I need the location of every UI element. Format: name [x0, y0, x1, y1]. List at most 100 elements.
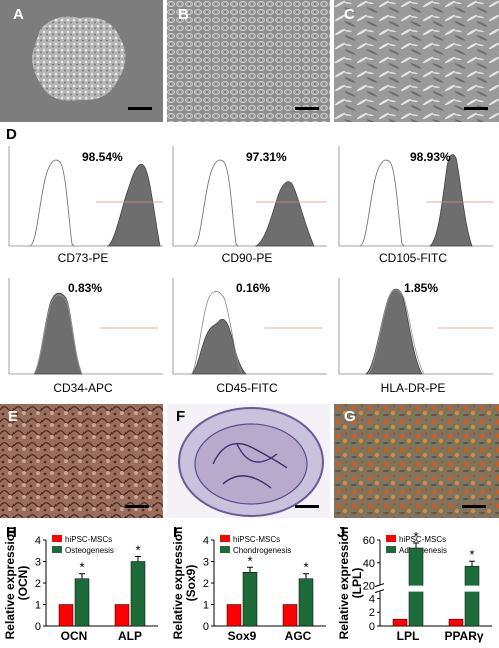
- y-tick-label: 4: [35, 535, 41, 547]
- y-tick-label: 4: [369, 593, 375, 605]
- panel-label-j: J: [337, 524, 346, 541]
- flow-histogram-hla-dr: [338, 276, 493, 376]
- flow-histogram-cd34: [8, 276, 163, 376]
- y-axis-label: Relative expression: [3, 527, 17, 640]
- panel-label-i: I: [173, 524, 178, 541]
- marker-label-cd90: CD90-PE: [221, 251, 273, 265]
- x-tick-label: OCN: [61, 629, 88, 643]
- significance-mark: *: [79, 560, 84, 575]
- scale-bar: [295, 107, 319, 110]
- panel-label-d: D: [6, 126, 17, 143]
- significance-mark: *: [303, 560, 308, 575]
- y-tick-label: 0: [369, 621, 375, 633]
- y-tick-label: 2: [35, 578, 41, 590]
- bar-chart-j: Relative expression (LPL) 0 2 420 40 60 hiPSC-M…: [337, 527, 492, 643]
- flow-histogram-cd45: [172, 276, 327, 376]
- y-tick-label: 20: [363, 581, 375, 593]
- legend-swatch: [52, 546, 62, 553]
- spindle-cells-image: [334, 0, 499, 122]
- bar-break: [464, 585, 480, 592]
- legend-label: Chondrogenesis: [233, 546, 291, 555]
- y-tick-label: 0: [35, 621, 41, 633]
- bar-chart-h: Relative expression (OCN) 0 1 2 3 4 hiPSC-MSCs O…: [3, 527, 158, 643]
- y-tick-label: 60: [363, 535, 375, 547]
- y-axis-label: (LPL): [350, 568, 364, 599]
- micrograph-b: [167, 0, 330, 122]
- y-tick-label: 2: [369, 607, 375, 619]
- bar-hipsc-mscs-agc: [282, 604, 298, 627]
- marker-label-cd73: CD73-PE: [57, 251, 109, 265]
- scale-bar: [464, 107, 488, 110]
- y-tick-label: 1: [35, 600, 41, 612]
- legend-swatch: [220, 546, 230, 553]
- micrograph-e: [0, 404, 163, 518]
- percent-cd45: 0.16%: [236, 281, 271, 295]
- micrograph-c: [334, 0, 499, 122]
- percent-hla-dr: 1.85%: [404, 281, 439, 295]
- percent-cd34: 0.83%: [68, 281, 103, 295]
- marker-label-cd105: CD105-FITC: [378, 251, 447, 265]
- colony-image: [0, 0, 163, 122]
- cobblestone-image: [167, 0, 330, 122]
- panel-label-e: E: [8, 408, 19, 425]
- axis-break: [376, 585, 384, 592]
- bar-adipogenesis-pparγ: [464, 565, 480, 627]
- panel-label-b: B: [178, 6, 189, 23]
- bar-hipsc-mscs-pparγ: [448, 618, 464, 627]
- x-tick-label: PPARγ: [444, 629, 483, 643]
- bar-break: [408, 585, 424, 592]
- legend-swatch: [386, 535, 396, 542]
- scale-bar: [295, 505, 319, 508]
- legend-label: hiPSC-MSCs: [65, 535, 112, 544]
- percent-cd105: 98.93%: [410, 150, 451, 164]
- micrograph-a: [0, 0, 163, 122]
- significance-mark: *: [469, 547, 474, 562]
- x-tick-label: AGC: [285, 629, 312, 643]
- x-tick-label: Sox9: [228, 629, 257, 643]
- marker-label-hla-dr: HLA-DR-PE: [380, 381, 446, 395]
- axis-break-mark: [374, 583, 385, 588]
- legend-label: hiPSC-MSCs: [399, 535, 446, 544]
- bar-hipsc-mscs-sox9: [226, 604, 242, 627]
- y-axis-label: (Sox9): [184, 565, 198, 602]
- marker-label-cd45: CD45-FITC: [216, 381, 278, 395]
- bar-chondrogenesis-agc: [298, 578, 314, 627]
- panel-label-h: H: [6, 524, 17, 541]
- bar-hipsc-mscs-ocn: [58, 604, 74, 627]
- legend-swatch: [220, 535, 230, 542]
- legend-label: Osteogenesis: [65, 546, 114, 555]
- significance-mark: *: [247, 553, 252, 568]
- legend-swatch: [52, 535, 62, 542]
- axis-break-mark: [374, 589, 385, 594]
- x-tick-label: LPL: [397, 629, 420, 643]
- percent-cd90: 97.31%: [246, 150, 287, 164]
- micrograph-f: [167, 404, 330, 518]
- flow-histogram-cd105: [338, 144, 493, 248]
- micrograph-g: [334, 404, 499, 518]
- y-tick-label: 3: [35, 557, 41, 569]
- flow-histogram-cd73: [8, 144, 163, 248]
- y-tick-label: 0: [203, 621, 209, 633]
- bar-chart-i: Relative expression (Sox9) 0 1 2 3 4 hiPSC-MSCs…: [171, 527, 326, 643]
- bar-osteogenesis-alp: [130, 561, 146, 627]
- y-tick-label: 3: [203, 557, 209, 569]
- flow-histogram-cd90: [172, 144, 327, 248]
- significance-mark: *: [135, 543, 140, 558]
- y-tick-label: 1: [203, 600, 209, 612]
- scale-bar: [462, 505, 486, 508]
- y-tick-label: 4: [203, 535, 209, 547]
- bar-hipsc-mscs-alp: [114, 604, 130, 627]
- y-axis-label: (OCN): [16, 566, 30, 601]
- panel-label-c: C: [344, 6, 355, 23]
- panel-label-g: G: [344, 408, 356, 425]
- panel-label-a: A: [13, 6, 24, 23]
- y-tick-label: 40: [363, 558, 375, 570]
- marker-label-cd34: CD34-APC: [53, 381, 113, 395]
- y-axis-label: Relative expression: [337, 527, 351, 640]
- scale-bar: [125, 505, 149, 508]
- bar-osteogenesis-ocn: [74, 578, 90, 627]
- legend-label: hiPSC-MSCs: [233, 535, 280, 544]
- y-axis-label: Relative expression: [171, 527, 185, 640]
- x-tick-label: ALP: [118, 629, 142, 643]
- panel-label-f: F: [176, 408, 186, 425]
